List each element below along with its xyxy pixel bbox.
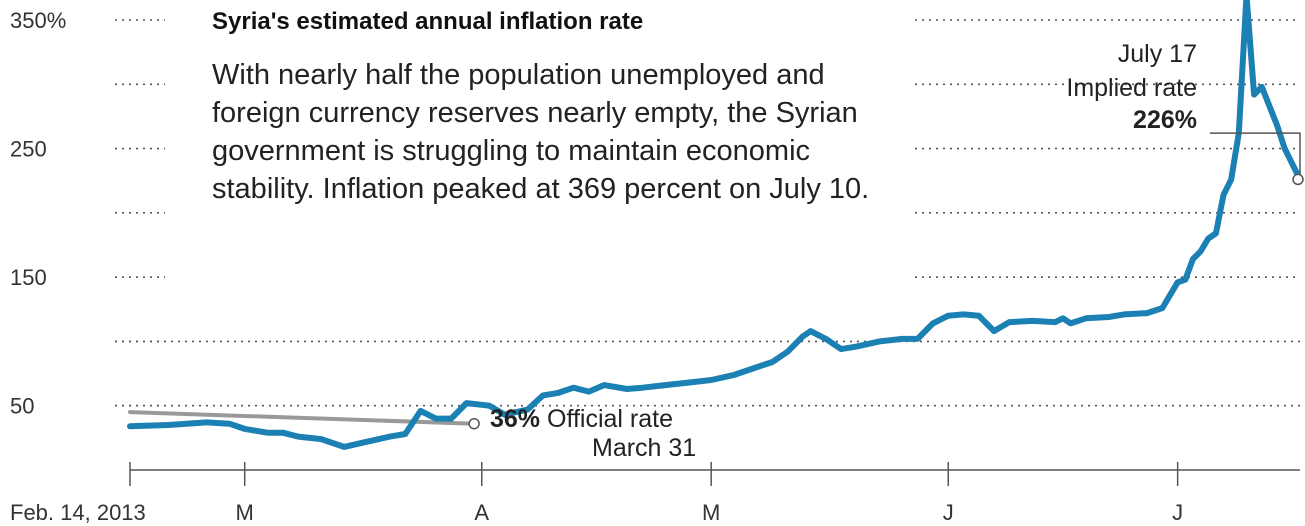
implied-rate-line (127, 0, 1303, 450)
x-tick-label: M (702, 500, 720, 525)
x-tick-label: M (236, 500, 254, 525)
official-rate-annotation: 36% Official rate (490, 405, 673, 434)
grid-layer (115, 19, 1300, 407)
y-tick-label: 50 (10, 394, 34, 419)
y-axis: 350% 250 150 50 (10, 8, 66, 419)
x-tick-label: Feb. 14, 2013 (10, 500, 146, 525)
implied-rate-text: Implied rate (1066, 74, 1197, 102)
x-tick-label: A (474, 500, 489, 525)
y-tick-label: 350% (10, 8, 66, 33)
marker-layer (468, 132, 1304, 430)
official-rate-marker (468, 417, 480, 430)
official-rate-date: March 31 (592, 434, 697, 462)
implied-rate-leader (1210, 132, 1301, 175)
y-tick-label: 250 (10, 137, 47, 162)
chart-title: Syria's estimated annual inflation rate (212, 8, 644, 35)
implied-rate-value: 226% (1133, 106, 1197, 134)
x-tick-label: J (1172, 500, 1183, 525)
chart-subtitle: With nearly half the population unemploy… (212, 59, 870, 205)
x-axis: Feb. 14, 2013 M A M J J (10, 462, 1300, 525)
implied-rate-date: July 17 (1117, 40, 1197, 68)
official-rate-value: 36% (490, 405, 541, 433)
y-tick-label: 150 (10, 265, 47, 290)
x-tick-label: J (943, 500, 954, 525)
implied-rate-marker (1292, 173, 1304, 186)
series-layer (127, 0, 1303, 450)
official-rate-text: Official rate (547, 405, 673, 433)
